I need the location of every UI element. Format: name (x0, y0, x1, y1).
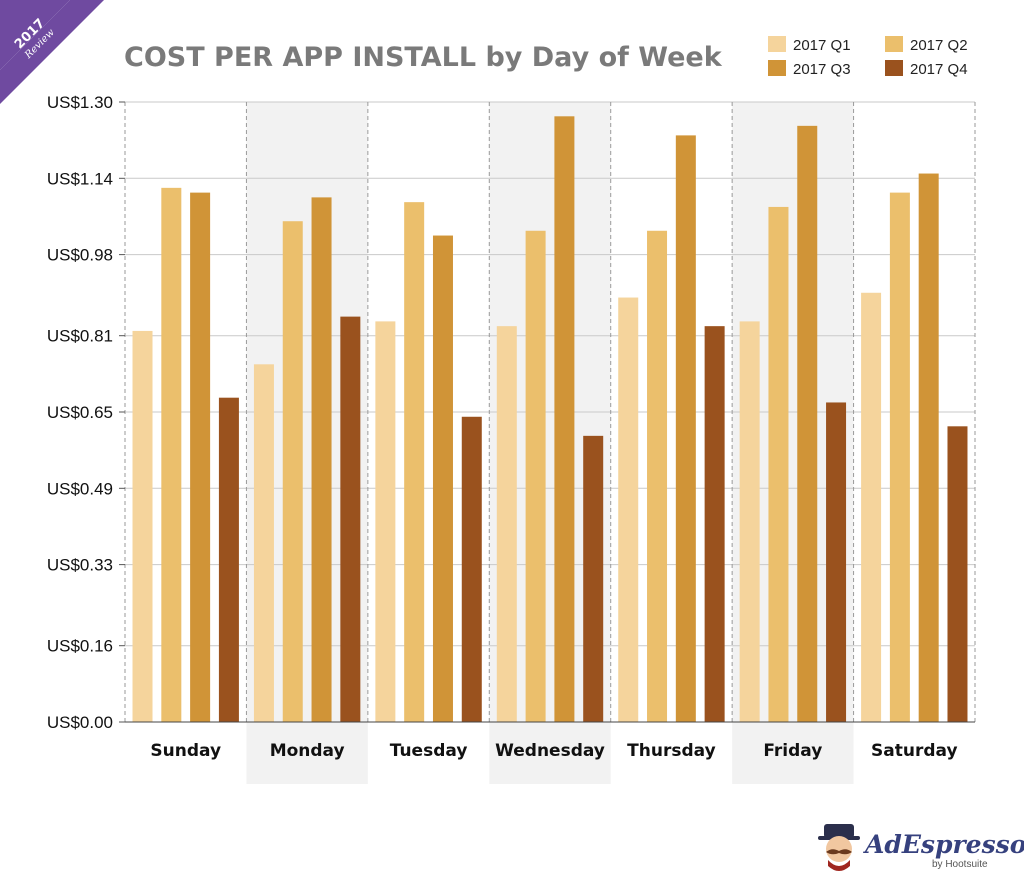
xtick-label-friday: Friday (763, 741, 822, 761)
bar-tuesday-2017-q1 (375, 321, 396, 722)
legend-swatch (885, 36, 903, 52)
legend-swatch (768, 36, 786, 52)
legend-swatch (768, 60, 786, 76)
ytick-label: US$0.33 (47, 556, 113, 575)
legend-label: 2017 Q4 (910, 61, 968, 78)
mascot-icon (818, 824, 860, 871)
bar-saturday-2017-q1 (861, 292, 882, 722)
ytick-label: US$0.00 (47, 713, 113, 732)
legend-label: 2017 Q3 (793, 61, 851, 78)
bar-monday-2017-q2 (282, 221, 303, 722)
chart-title: COST PER APP INSTALL by Day of Week (124, 42, 723, 73)
bar-sunday-2017-q2 (161, 187, 182, 722)
legend-item-2017-q1: 2017 Q1 (768, 36, 851, 54)
bar-tuesday-2017-q4 (461, 416, 482, 722)
xtick-label-sunday: Sunday (150, 741, 221, 761)
legend-item-2017-q2: 2017 Q2 (885, 36, 968, 54)
bar-sunday-2017-q1 (132, 330, 153, 722)
adespresso-logo: AdEspresso by Hootsuite (818, 824, 1024, 871)
bar-monday-2017-q3 (311, 197, 332, 722)
logo-name: AdEspresso (863, 830, 1024, 859)
bar-wednesday-2017-q1 (496, 326, 517, 722)
bar-thursday-2017-q3 (675, 135, 696, 722)
bar-sunday-2017-q3 (190, 192, 211, 723)
axes: US$0.00 US$0.16 US$0.33 US$0.49 US$0.65 US$0.… (47, 93, 975, 761)
bar-monday-2017-q1 (253, 364, 274, 722)
bar-saturday-2017-q4 (947, 426, 968, 722)
ytick-label: US$0.16 (47, 637, 113, 656)
category-shading (246, 102, 854, 784)
ytick-label: US$1.30 (47, 93, 113, 112)
review-ribbon: 2017 Review (0, 0, 104, 104)
xtick-label-thursday: Thursday (627, 741, 716, 761)
bar-friday-2017-q1 (739, 321, 760, 722)
ribbon-band (0, 0, 104, 104)
xtick-label-monday: Monday (270, 741, 345, 761)
legend-swatch (885, 60, 903, 76)
bar-saturday-2017-q2 (889, 192, 910, 723)
ytick-label: US$0.49 (47, 479, 113, 498)
legend-label: 2017 Q2 (910, 37, 968, 54)
bars (132, 116, 968, 723)
legend-item-2017-q3: 2017 Q3 (768, 60, 851, 78)
bar-wednesday-2017-q3 (554, 116, 575, 723)
bar-saturday-2017-q3 (918, 173, 939, 723)
bar-tuesday-2017-q2 (404, 202, 425, 723)
legend: 2017 Q1 2017 Q2 2017 Q3 2017 Q4 (768, 36, 968, 78)
ytick-label: US$0.98 (47, 246, 113, 265)
xtick-label-tuesday: Tuesday (390, 741, 468, 761)
logo-tagline: by Hootsuite (932, 859, 988, 870)
bar-thursday-2017-q4 (704, 326, 725, 722)
bar-friday-2017-q3 (797, 125, 818, 723)
bar-thursday-2017-q1 (618, 297, 639, 722)
bar-thursday-2017-q2 (647, 230, 668, 722)
bar-friday-2017-q2 (768, 206, 789, 722)
bar-tuesday-2017-q3 (432, 235, 453, 723)
bar-wednesday-2017-q4 (583, 435, 604, 722)
ytick-label: US$0.81 (47, 327, 113, 346)
bar-sunday-2017-q4 (218, 397, 239, 722)
legend-item-2017-q4: 2017 Q4 (885, 60, 968, 78)
bar-friday-2017-q4 (826, 402, 847, 722)
legend-label: 2017 Q1 (793, 37, 851, 54)
bar-monday-2017-q4 (340, 316, 361, 722)
ytick-label: US$0.65 (47, 403, 113, 422)
bar-wednesday-2017-q2 (525, 230, 546, 722)
ytick-label: US$1.14 (47, 169, 113, 188)
xtick-label-saturday: Saturday (871, 741, 958, 761)
xtick-label-wednesday: Wednesday (495, 741, 605, 761)
